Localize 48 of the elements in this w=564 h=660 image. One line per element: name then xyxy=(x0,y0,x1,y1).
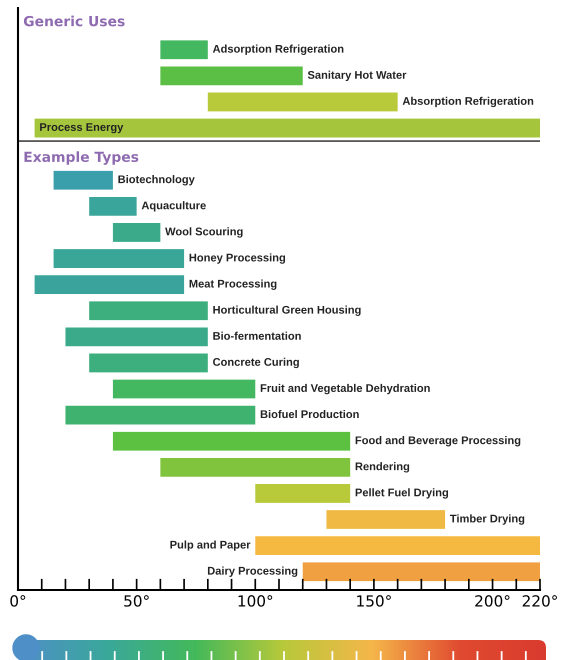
y-tick-label: Fruit and Vegetable Dehydration xyxy=(260,384,430,394)
y-tick-label: Dairy Processing xyxy=(208,566,298,577)
annotation: Example Types xyxy=(24,151,138,165)
y-tick-label: Aquaculture xyxy=(142,201,206,212)
y-tick-label: Sanitary Hot Water xyxy=(308,70,406,82)
y-tick-label: Concrete Curing xyxy=(213,358,299,368)
bar xyxy=(112,432,350,451)
x-tick-label: 50° xyxy=(124,595,149,607)
y-tick-label: Horticultural Green Housing xyxy=(213,306,361,316)
bar xyxy=(54,170,113,190)
y-tick-label: Pellet Fuel Drying xyxy=(356,488,448,499)
x-tick-label: 220° xyxy=(522,595,557,607)
y-tick-label: Timber Drying xyxy=(450,514,524,525)
bar xyxy=(89,196,137,216)
y-tick-label: Pulp and Paper xyxy=(170,540,250,551)
y-tick-label: Bio-fermentation xyxy=(213,332,301,340)
bar xyxy=(302,562,540,582)
bar xyxy=(65,327,208,346)
y-tick-label: Absorption Refrigeration xyxy=(402,96,534,108)
bar xyxy=(89,354,208,372)
y-tick-label: Adsorption Refrigeration xyxy=(212,44,344,55)
bar xyxy=(65,406,256,425)
bar xyxy=(34,275,184,294)
x-tick-label: 150° xyxy=(357,595,391,607)
y-tick-label: Wool Scouring xyxy=(165,227,243,238)
y-tick-label: Honey Processing xyxy=(190,253,286,264)
y-tick-label: Rendering xyxy=(356,462,410,473)
x-tick-label: 200° xyxy=(475,595,510,607)
bar xyxy=(160,66,303,86)
bar xyxy=(255,484,350,503)
y-tick-label: Biotechnology xyxy=(118,175,195,186)
x-tick-label: 100° xyxy=(238,595,272,607)
bar xyxy=(160,458,350,477)
y-tick-label: Meat Processing xyxy=(190,279,276,290)
y-tick-label: Biofuel Production xyxy=(260,410,359,418)
x-tick-label: 0° xyxy=(10,595,26,607)
bar xyxy=(34,118,540,138)
bar xyxy=(208,92,398,112)
chart-title: Generic Uses xyxy=(24,16,125,26)
bar xyxy=(54,249,184,268)
bar xyxy=(160,40,208,60)
bar xyxy=(326,510,446,529)
bar xyxy=(255,536,540,556)
bar xyxy=(89,301,208,320)
bar xyxy=(112,380,256,398)
y-tick-label: Food and Beverage Processing xyxy=(356,436,520,446)
y-tick-label: Process Energy xyxy=(40,123,124,134)
bar xyxy=(112,223,160,242)
